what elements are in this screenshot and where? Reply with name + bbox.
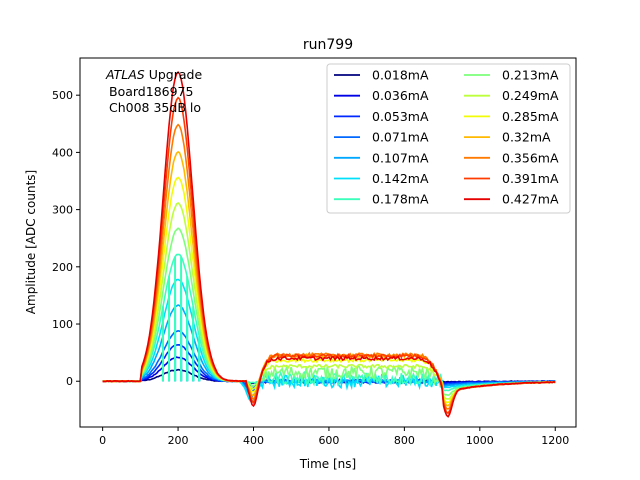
y-tick-label: 100 bbox=[52, 318, 73, 331]
legend-label: 0.036mA bbox=[372, 88, 429, 103]
plot-frame bbox=[79, 57, 577, 428]
y-tick-label: 500 bbox=[52, 89, 73, 102]
x-tick-label: 600 bbox=[318, 434, 339, 447]
annotation-line1: ATLAS Upgrade bbox=[105, 67, 202, 82]
x-tick-label: 200 bbox=[168, 434, 189, 447]
legend-label: 0.391mA bbox=[502, 171, 559, 186]
x-axis-ticks: 0 200 400 600 800 1000 1200 bbox=[99, 427, 569, 447]
legend-label: 0.32mA bbox=[502, 130, 551, 145]
series-line bbox=[102, 71, 556, 418]
legend-label: 0.178mA bbox=[372, 192, 429, 207]
y-axis-label: Amplitude [ADC counts] bbox=[24, 170, 38, 314]
legend-label: 0.053mA bbox=[372, 109, 429, 124]
annotation-atlas: ATLAS bbox=[105, 67, 145, 82]
x-tick-label: 0 bbox=[99, 434, 106, 447]
x-tick-label: 800 bbox=[394, 434, 415, 447]
legend-label: 0.142mA bbox=[372, 171, 429, 186]
y-tick-label: 400 bbox=[52, 146, 73, 159]
x-tick-label: 1000 bbox=[466, 434, 494, 447]
legend-label: 0.427mA bbox=[502, 192, 559, 207]
legend-label: 0.071mA bbox=[372, 130, 429, 145]
legend-label: 0.213mA bbox=[502, 68, 559, 83]
y-tick-label: 200 bbox=[52, 261, 73, 274]
legend-label: 0.285mA bbox=[502, 109, 559, 124]
annotation-upgrade: Upgrade bbox=[145, 67, 203, 82]
x-axis-label: Time [ns] bbox=[299, 457, 356, 471]
legend-label: 0.018mA bbox=[372, 68, 429, 83]
y-tick-label: 300 bbox=[52, 204, 73, 217]
y-axis-ticks: 0 100 200 300 400 500 bbox=[52, 89, 80, 388]
chart-title: run799 bbox=[303, 37, 353, 53]
y-tick-label: 0 bbox=[66, 375, 73, 388]
legend-box bbox=[326, 63, 571, 214]
x-tick-label: 400 bbox=[243, 434, 264, 447]
legend: 0.018mA 0.036mA 0.053mA 0.071mA 0.107mA 0.142… bbox=[326, 63, 571, 214]
legend-label: 0.356mA bbox=[502, 150, 559, 165]
annotation-line2: Board186975 bbox=[109, 84, 193, 99]
legend-label: 0.249mA bbox=[502, 88, 559, 103]
curves-group bbox=[102, 71, 556, 418]
annotation-line3: Ch008 35dB lo bbox=[109, 100, 201, 115]
x-tick-label: 1200 bbox=[541, 434, 569, 447]
legend-label: 0.107mA bbox=[372, 150, 429, 165]
